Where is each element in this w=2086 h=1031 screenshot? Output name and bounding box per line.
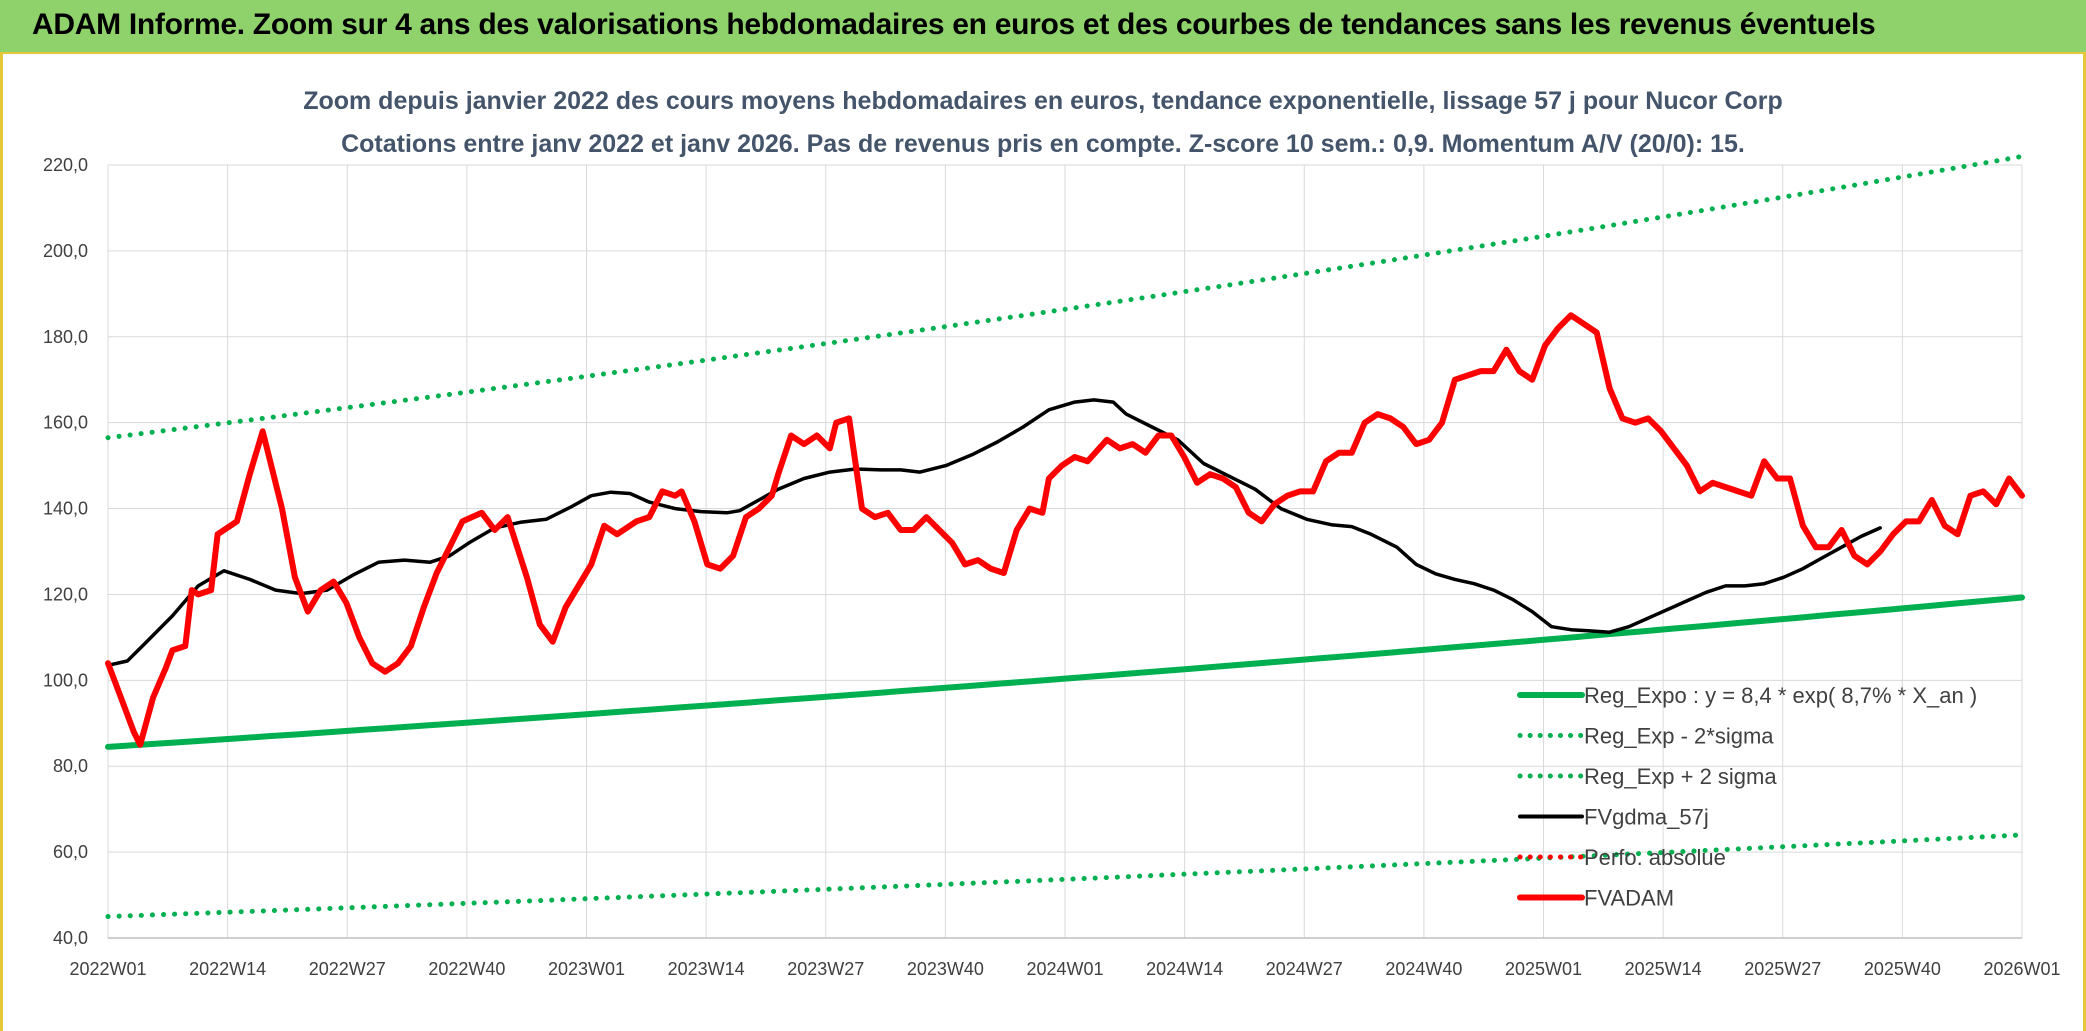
axes: 40,0 60,0 80,0 100,0 120,0 140,0 160,0 180,0 200… (43, 155, 2061, 979)
header-banner: ADAM Informe. Zoom sur 4 ans des valoris… (0, 0, 2086, 54)
x-tick-label: 2024W14 (1146, 959, 1223, 979)
moving-average-line (106, 398, 1882, 668)
x-tick-label: 2022W01 (69, 959, 146, 979)
x-tick-label: 2025W27 (1744, 959, 1821, 979)
lower-band-line (105, 832, 2025, 919)
x-tick-label: 2025W40 (1864, 959, 1941, 979)
x-tick-label: 2023W01 (548, 959, 625, 979)
x-tick-label: 2023W40 (907, 959, 984, 979)
x-tick-label: 2023W14 (668, 959, 745, 979)
y-tick-label: 160,0 (43, 413, 88, 433)
y-tick-label: 220,0 (43, 155, 88, 175)
x-tick-label: 2024W27 (1266, 959, 1343, 979)
upper-band-line (105, 153, 2025, 441)
fvadam-line (105, 312, 2025, 748)
legend-box (1500, 674, 2020, 922)
y-tick-label: 100,0 (43, 670, 88, 690)
regression-line (105, 594, 2025, 750)
legend-label: FVgdma_57j (1584, 805, 1709, 830)
legend: Reg_Expo : y = 8,4 * exp( 8,7% * X_an ) R… (1517, 683, 1977, 911)
y-tick-label: 40,0 (53, 928, 88, 948)
y-tick-label: 80,0 (53, 756, 88, 776)
legend-label: FVADAM (1584, 886, 1674, 911)
page-title: ADAM Informe. Zoom sur 4 ans des valoris… (32, 8, 1876, 41)
legend-label: Reg_Exp + 2 sigma (1584, 764, 1777, 789)
x-tick-label: 2022W14 (189, 959, 266, 979)
legend-label: Perfo. absolue (1584, 845, 1726, 870)
y-tick-label: 180,0 (43, 327, 88, 347)
x-tick-label: 2022W27 (309, 959, 386, 979)
chart-title: Zoom depuis janvier 2022 des cours moyen… (303, 87, 1783, 115)
y-tick-label: 60,0 (53, 842, 88, 862)
legend-label: Reg_Exp - 2*sigma (1584, 724, 1774, 749)
x-tick-label: 2026W01 (1983, 959, 2060, 979)
series (105, 153, 2025, 919)
y-tick-label: 120,0 (43, 584, 88, 604)
x-tick-label: 2025W01 (1505, 959, 1582, 979)
chart-frame (0, 54, 2086, 1031)
x-tick-label: 2024W40 (1385, 959, 1462, 979)
x-tick-label: 2023W27 (787, 959, 864, 979)
y-tick-label: 140,0 (43, 499, 88, 519)
x-tick-label: 2025W14 (1625, 959, 1702, 979)
x-tick-label: 2022W40 (428, 959, 505, 979)
x-tick-label: 2024W01 (1026, 959, 1103, 979)
y-tick-label: 200,0 (43, 241, 88, 261)
chart-subtitle: Cotations entre janv 2022 et janv 2026. … (341, 130, 1745, 158)
legend-label: Reg_Expo : y = 8,4 * exp( 8,7% * X_an ) (1584, 683, 1977, 708)
